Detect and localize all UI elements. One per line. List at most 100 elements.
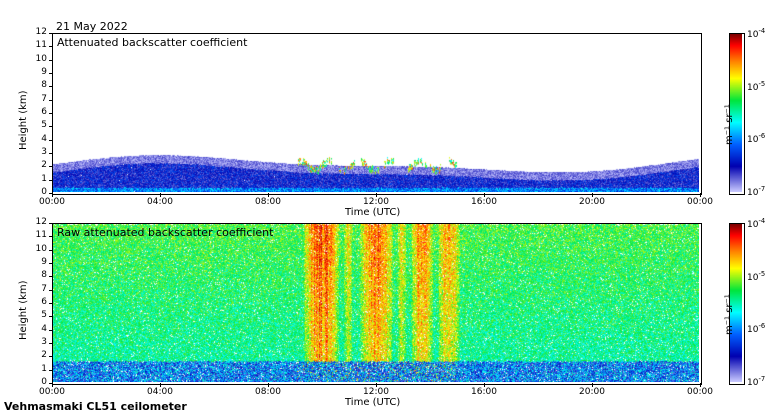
y-tick-mark [49,46,53,48]
y-tick-mark [49,289,53,291]
y-tick-mark [49,99,53,101]
x-axis-label-bottom: Time (UTC) [345,397,401,408]
y-tick-label: 3 [41,337,47,347]
y-tick-mark [49,356,53,358]
y-tick-label: 6 [41,297,47,307]
y-tick-mark [49,369,53,371]
y-tick-label: 7 [41,283,47,294]
x-tick-mark [592,383,593,387]
x-tick-mark [268,193,269,197]
y-tick-label: 11 [35,40,47,51]
colorbar-top [729,33,745,195]
x-tick-mark [484,193,485,197]
x-tick-label: 12:00 [363,197,389,207]
y-tick-label: 5 [41,120,47,131]
plot-area-top: Attenuated backscatter coefficient [52,33,702,195]
x-tick-label: 08:00 [255,197,281,207]
y-tick-mark [49,263,53,264]
colorbar-unit-text-bottom: m⁻¹ sr⁻¹ [724,294,735,335]
x-tick-mark [484,383,485,387]
colorbar-tick-label: 10-4 [747,217,766,230]
colorbar-unit-text-top: m⁻¹ sr⁻¹ [724,104,735,145]
x-tick-label: 00:00 [39,387,65,397]
x-tick-label: 00:00 [687,197,713,207]
x-tick-mark [160,383,161,387]
x-tick-label: 00:00 [687,387,713,397]
y-tick-mark [49,249,53,251]
panel-title-top: Attenuated backscatter coefficient [57,36,248,49]
y-tick-mark [49,303,53,304]
x-tick-label: 20:00 [579,197,605,207]
y-tick-mark [49,139,53,141]
y-tick-mark [49,113,53,114]
y-tick-label: 3 [41,147,47,157]
y-tick-mark [49,316,53,318]
y-tick-label: 2 [41,350,47,361]
x-tick-mark [52,383,53,387]
y-tick-mark [49,223,53,224]
plot-area-bottom: Raw attenuated backscatter coefficient [52,223,702,385]
footer-site-label: Vehmasmaki CL51 ceilometer [4,400,187,413]
y-tick-mark [49,126,53,128]
y-tick-label: 7 [41,93,47,104]
y-tick-label: 11 [35,230,47,241]
x-tick-label: 16:00 [471,197,497,207]
y-tick-mark [49,86,53,88]
x-axis-label-top: Time (UTC) [345,207,401,218]
x-tick-label: 04:00 [147,387,173,397]
y-tick-mark [49,193,53,194]
y-tick-mark [49,153,53,154]
y-tick-label: 2 [41,160,47,171]
y-tick-label: 1 [41,363,47,374]
y-tick-label: 1 [41,173,47,184]
y-tick-label: 4 [41,323,47,334]
y-tick-label: 10 [35,53,47,64]
x-tick-mark [376,193,377,197]
y-tick-mark [49,383,53,384]
date-label: 21 May 2022 [56,20,128,33]
y-tick-mark [49,166,53,168]
y-tick-mark [49,276,53,278]
y-tick-label: 8 [41,80,47,91]
y-tick-label: 6 [41,107,47,117]
y-tick-mark [49,343,53,344]
y-tick-label: 12 [35,217,47,227]
x-tick-label: 04:00 [147,197,173,207]
y-tick-label: 10 [35,243,47,254]
x-tick-mark [268,383,269,387]
y-tick-label: 8 [41,270,47,281]
x-tick-mark [700,383,701,387]
colorbar-tick-label: 10-7 [747,375,766,388]
y-tick-label: 4 [41,133,47,144]
x-tick-mark [700,193,701,197]
y-tick-mark [49,59,53,61]
y-tick-label: 0 [41,187,47,197]
y-tick-label: 9 [41,67,47,77]
colorbar-tick-label: 10-5 [747,79,766,93]
y-tick-label: 12 [35,27,47,37]
colorbar-tick-label: 10-6 [747,132,766,146]
panel-title-bottom: Raw attenuated backscatter coefficient [57,226,274,239]
y-tick-label: 5 [41,310,47,321]
y-tick-label: 0 [41,377,47,387]
x-tick-mark [592,193,593,197]
colorbar-tick-label: 10-4 [747,27,766,40]
y-tick-label: 9 [41,257,47,267]
x-tick-mark [52,193,53,197]
x-tick-label: 12:00 [363,387,389,397]
y-tick-mark [49,329,53,331]
colorbar-bottom [729,223,745,385]
x-tick-label: 20:00 [579,387,605,397]
colorbar-tick-label: 10-5 [747,269,766,283]
y-tick-mark [49,33,53,34]
colorbar-tick-label: 10-6 [747,322,766,336]
y-tick-mark [49,73,53,74]
y-tick-mark [49,236,53,238]
x-tick-label: 08:00 [255,387,281,397]
y-tick-mark [49,179,53,181]
colorbar-label-top: m⁻¹ sr⁻¹ [724,104,735,145]
x-tick-mark [160,193,161,197]
x-tick-label: 00:00 [39,197,65,207]
x-tick-label: 16:00 [471,387,497,397]
x-tick-mark [376,383,377,387]
